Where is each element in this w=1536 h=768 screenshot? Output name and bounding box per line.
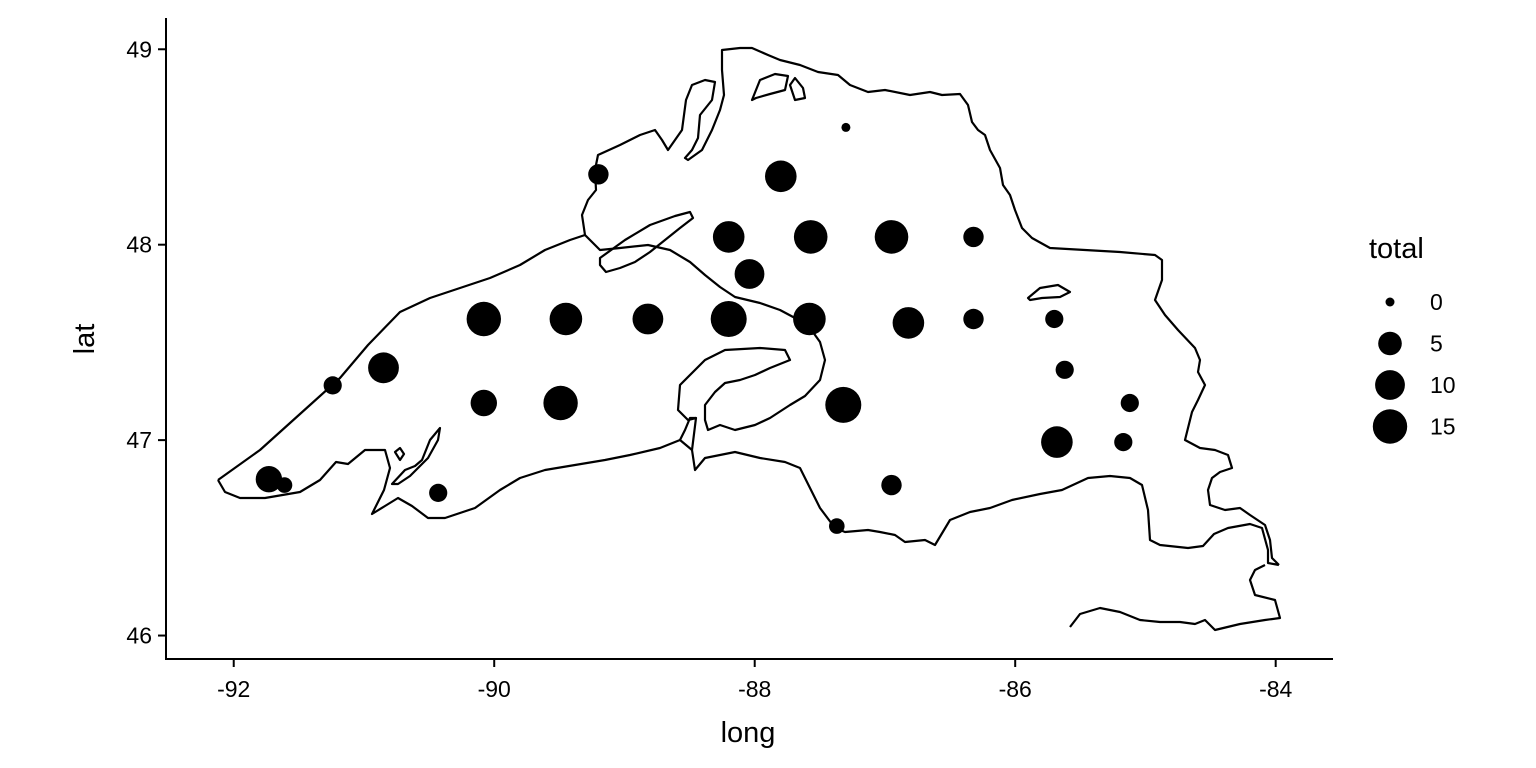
coastline-main — [580, 46, 1280, 567]
data-point — [466, 301, 501, 337]
coastline-isle-royale — [598, 210, 695, 274]
legend-key-circle — [1372, 409, 1408, 444]
coastline-west-bay — [217, 233, 586, 481]
legend: total 0 5 10 15 — [1369, 233, 1456, 444]
legend-key-label: 10 — [1430, 372, 1456, 398]
data-point — [710, 301, 747, 337]
legend-key-circle — [1375, 370, 1405, 400]
x-tick-label: -84 — [1259, 676, 1292, 702]
data-point — [1055, 360, 1074, 379]
coastline-keweenaw-base — [679, 416, 696, 441]
data-point — [632, 303, 664, 335]
data-point — [588, 164, 609, 185]
legend-key-circle — [1385, 297, 1395, 307]
legend-key-label: 0 — [1430, 289, 1443, 315]
legend-key-circle — [1378, 331, 1402, 356]
coastline-island-north-2 — [788, 76, 807, 102]
x-axis-ticks: -92 -90 -88 -86 -84 — [217, 659, 1293, 702]
legend-title: total — [1369, 233, 1424, 265]
points-layer — [255, 122, 1139, 534]
coastline-whitefish — [1069, 564, 1282, 632]
data-point — [323, 376, 342, 395]
data-point — [276, 477, 293, 493]
data-point — [881, 474, 902, 496]
y-tick-label: 47 — [126, 427, 152, 453]
y-axis-ticks: 46 47 48 49 — [126, 36, 166, 649]
data-point — [825, 386, 862, 423]
x-tick-label: -86 — [999, 676, 1032, 702]
data-point — [829, 518, 845, 534]
data-point — [963, 226, 984, 248]
data-point — [549, 302, 583, 336]
data-point — [712, 221, 745, 253]
data-point — [368, 352, 399, 384]
y-axis-title: lat — [69, 324, 101, 355]
x-tick-label: -90 — [478, 676, 511, 702]
y-tick-label: 46 — [126, 623, 152, 649]
data-point — [793, 220, 828, 254]
y-tick-label: 49 — [126, 36, 152, 62]
data-point — [793, 302, 826, 336]
x-tick-label: -88 — [738, 676, 771, 702]
data-point — [1114, 433, 1133, 452]
data-point — [892, 307, 925, 339]
x-tick-label: -92 — [217, 676, 250, 702]
data-point — [874, 220, 909, 254]
x-axis-title: long — [721, 717, 776, 749]
legend-key-label: 15 — [1430, 414, 1456, 440]
coastline-island-east — [1026, 283, 1072, 302]
legend-keys: 0 5 10 15 — [1372, 289, 1456, 444]
data-point — [1045, 309, 1064, 329]
data-point — [543, 385, 578, 421]
data-point — [255, 466, 283, 493]
data-point — [963, 308, 984, 330]
coastline-apostle-islet — [393, 446, 406, 462]
legend-key-label: 5 — [1430, 331, 1443, 357]
data-point — [734, 259, 765, 289]
coastline-south-west — [217, 438, 693, 520]
data-point — [1120, 393, 1139, 413]
lake-superior-outline — [217, 46, 1282, 632]
axes: -92 -90 -88 -86 -84 46 47 48 49 long lat — [69, 18, 1333, 749]
y-tick-label: 48 — [126, 232, 152, 258]
coastline-chequamegon — [390, 426, 442, 486]
data-point — [1041, 426, 1073, 458]
data-point — [841, 122, 851, 132]
coastline-island-north — [750, 72, 790, 102]
data-point — [429, 483, 448, 502]
data-point — [470, 389, 497, 417]
data-point — [765, 160, 797, 193]
